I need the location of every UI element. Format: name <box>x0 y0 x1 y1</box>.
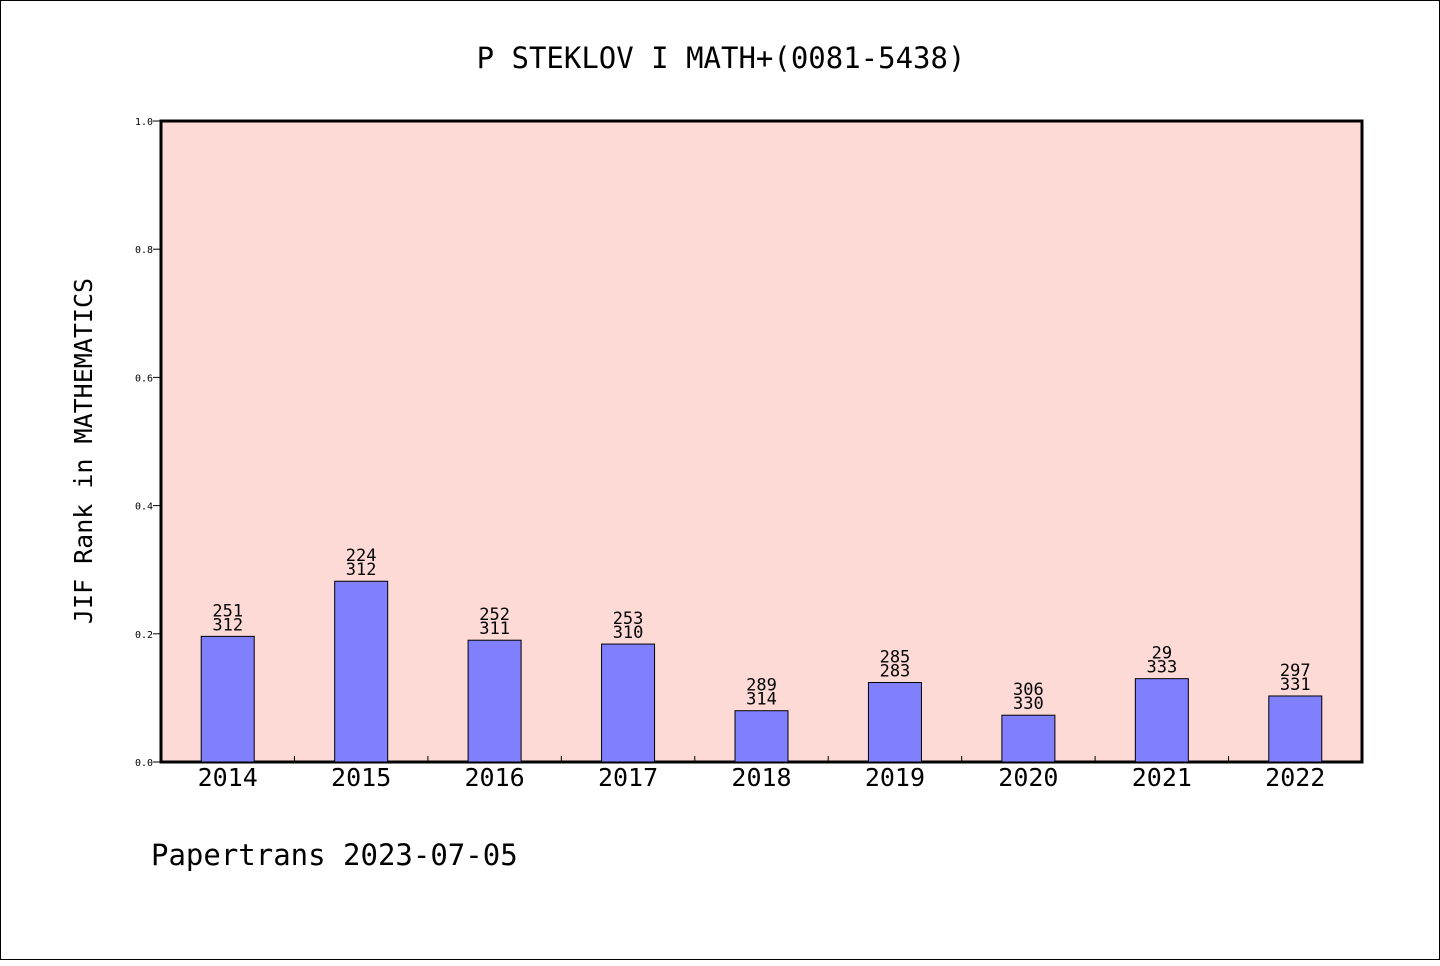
x-tick-label: 2015 <box>331 763 391 792</box>
x-tick-label: 2016 <box>465 763 525 792</box>
bar-total-label: 311 <box>479 619 510 639</box>
x-tick-label: 2018 <box>731 763 791 792</box>
bar-rank-label: 306 <box>1013 680 1044 700</box>
x-tick-label: 2019 <box>865 763 925 792</box>
bar-total-label: 330 <box>1013 694 1044 714</box>
y-tick-label: 0.6 <box>135 373 153 384</box>
bar-rank-label: 253 <box>613 609 644 629</box>
bar-2022 <box>1268 695 1323 763</box>
y-tick-label: 0.2 <box>135 630 153 641</box>
y-tick-label: 0.4 <box>135 502 153 513</box>
bar-2021 <box>1134 678 1189 763</box>
chart-title: P STEKLOV I MATH+(0081-5438) <box>477 41 966 75</box>
x-axis-ticks: 2014 2015 2016 2017 2018 2019 2020 2021 2022 <box>198 756 1325 792</box>
bar-rank-label: 252 <box>479 605 510 625</box>
y-tick-label: 0.0 <box>135 758 153 769</box>
bar-rank-label: 251 <box>212 601 243 621</box>
bar-total-label: 312 <box>346 560 377 580</box>
bar-rank-label: 224 <box>346 546 377 566</box>
bar-total-label: 331 <box>1280 675 1311 695</box>
x-tick-label: 2017 <box>598 763 658 792</box>
x-tick-label: 2021 <box>1132 763 1192 792</box>
bar-2017 <box>601 643 656 763</box>
bar-total-label: 310 <box>613 623 644 643</box>
y-tick-label: 1.0 <box>135 117 153 128</box>
bar-rank-label: 297 <box>1280 661 1311 681</box>
bar-rank-label: 29 <box>1152 644 1172 664</box>
bar-2016 <box>467 639 522 763</box>
bars-group: 2513122243122523112533102893142852833063… <box>200 546 1323 763</box>
x-tick-label: 2020 <box>998 763 1058 792</box>
bar-2020 <box>1001 714 1056 763</box>
x-tick-label: 2022 <box>1265 763 1325 792</box>
bar-total-label: 333 <box>1146 658 1177 678</box>
bar-rank-label: 289 <box>746 676 777 696</box>
y-axis-label: JIF Rank in MATHEMATICS <box>69 278 98 624</box>
bar-rank-label: 285 <box>880 648 911 668</box>
y-axis-ticks: 0.0 0.2 0.4 0.6 0.8 1.0 <box>135 117 161 769</box>
x-tick-label: 2014 <box>198 763 258 792</box>
bar-2018 <box>734 710 789 763</box>
bar-total-label: 314 <box>746 690 777 710</box>
y-tick-label: 0.8 <box>135 245 153 256</box>
bar-total-label: 283 <box>880 662 911 682</box>
bar-2019 <box>867 682 922 763</box>
bar-2015 <box>334 580 389 763</box>
bar-2014 <box>200 635 255 763</box>
source-footer: Papertrans 2023-07-05 <box>151 838 518 872</box>
bar-total-label: 312 <box>212 615 243 635</box>
